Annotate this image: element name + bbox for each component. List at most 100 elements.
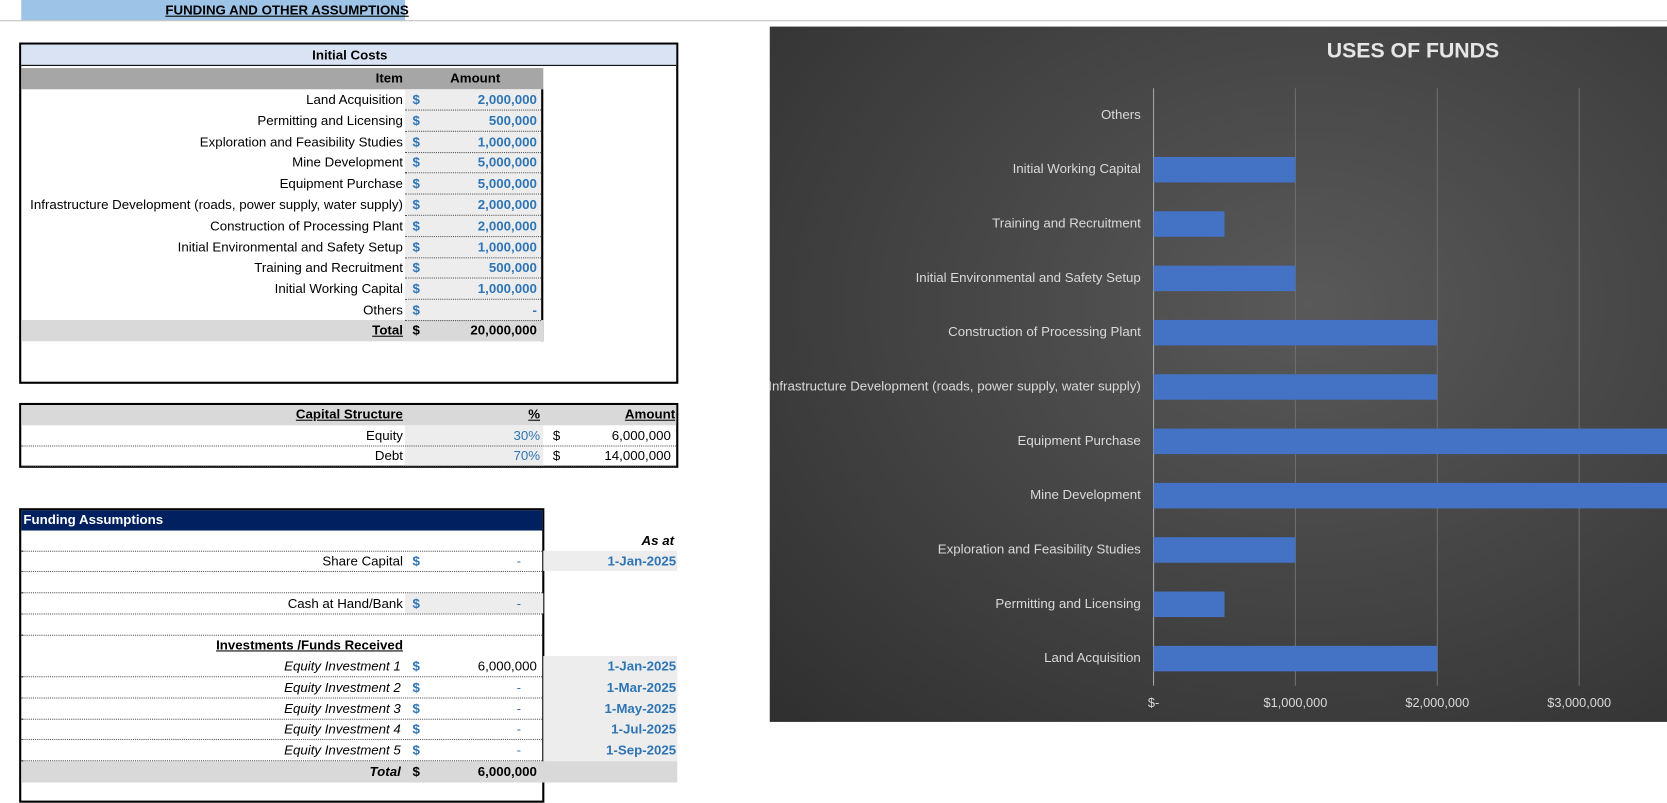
currency: $: [412, 764, 420, 780]
amount: -: [516, 701, 522, 716]
row-border: [405, 256, 542, 258]
item-label: Land Acquisition: [306, 92, 403, 108]
currency: $: [412, 743, 420, 758]
currency: $: [412, 92, 420, 108]
row-border: [405, 235, 542, 237]
bar: [1153, 374, 1438, 400]
row-label: Debt: [374, 448, 403, 464]
amount: -: [516, 553, 522, 569]
date: 1-Jan-2025: [607, 553, 677, 569]
row-label: Cash at Hand/Bank: [287, 596, 403, 612]
row-label: Equity Investment 4: [284, 722, 401, 737]
currency: $: [412, 155, 420, 171]
bar: [1153, 265, 1296, 292]
item-label: Training and Recruitment: [254, 260, 403, 276]
amount: 2,000,000: [477, 197, 537, 213]
item-label: Construction of Processing Plant: [210, 218, 403, 234]
currency: $: [412, 701, 420, 716]
bar: [1153, 428, 1667, 455]
currency: $: [552, 448, 561, 464]
header-cell: [21, 0, 406, 21]
amount: -: [516, 722, 522, 737]
row-border: [21, 465, 677, 467]
currency: $: [412, 658, 420, 674]
column-header: Capital Structure: [295, 406, 403, 422]
row-border: [405, 320, 542, 322]
y-tick-label: Exploration and Feasibility Studies: [938, 541, 1141, 556]
total-row: [21, 320, 544, 342]
row-border: [21, 592, 543, 594]
date: 1-Jul-2025: [611, 722, 677, 737]
initial-costs-box: [19, 42, 679, 384]
row-border: [405, 130, 542, 132]
percent: 30%: [513, 428, 541, 444]
amount: 14,000,000: [604, 448, 671, 464]
total-row: [21, 761, 678, 783]
row-label: Equity Investment 5: [284, 743, 401, 758]
bar: [1153, 645, 1438, 672]
row-border: [21, 445, 677, 447]
y-tick-label: Initial Working Capital: [1013, 161, 1141, 176]
amount: 500,000: [488, 260, 537, 276]
total-amount: 6,000,000: [477, 764, 537, 780]
row-border: [405, 109, 542, 111]
y-tick-label: Permitting and Licensing: [995, 596, 1140, 611]
title-bar: [21, 44, 677, 66]
row-border: [21, 739, 543, 741]
row-border: [405, 298, 542, 301]
item-label: Mine Development: [292, 155, 403, 171]
bar: [1153, 211, 1225, 237]
row-border: [21, 676, 543, 678]
column-header: Amount: [450, 70, 501, 86]
column-header: Item: [375, 70, 403, 86]
currency: $: [412, 679, 420, 695]
date: 1-Jan-2025: [607, 658, 677, 674]
row-label: Equity Investment 1: [284, 658, 401, 674]
date: 1-Mar-2025: [606, 679, 677, 695]
item-label: Infrastructure Development (roads, power…: [30, 197, 403, 213]
chart-title: USES OF FUNDS: [1327, 39, 1499, 63]
column-header: Amount: [624, 406, 676, 422]
amount-cell: [405, 593, 544, 614]
y-tick-label: Initial Environmental and Safety Setup: [916, 270, 1141, 285]
y-tick-label: Construction of Processing Plant: [948, 324, 1141, 339]
bar: [1153, 319, 1438, 346]
amount: 1,000,000: [477, 239, 537, 255]
column-header: As at: [641, 533, 675, 549]
row-label: Share Capital: [322, 553, 403, 569]
amount: -: [516, 679, 522, 695]
bar: [1153, 482, 1667, 509]
date: 1-Sep-2025: [606, 743, 677, 758]
amount: 6,000,000: [477, 658, 537, 674]
amount: 6,000,000: [611, 428, 671, 444]
row-border: [405, 172, 542, 174]
x-tick-label: $-: [1148, 695, 1159, 710]
row-border: [21, 634, 543, 636]
currency: $: [412, 239, 420, 255]
x-tick-label: $2,000,000: [1405, 695, 1469, 710]
total-label: Total: [372, 322, 403, 338]
row-border: [21, 760, 543, 762]
amount: 5,000,000: [477, 176, 537, 192]
section-title: Funding Assumptions: [23, 512, 164, 528]
table-title: Initial Costs: [312, 47, 388, 63]
total-label: Total: [369, 764, 401, 780]
y-tick-label: Mine Development: [1030, 487, 1141, 502]
amount: 5,000,000: [477, 155, 537, 171]
item-label: Others: [363, 302, 403, 318]
amount: 500,000: [488, 113, 537, 129]
row-border: [405, 151, 542, 153]
amount: -: [532, 302, 537, 318]
chart: USES OF FUNDS $- $1,000,000 $2,000,000 $3,0…: [770, 39, 1667, 710]
date: 1-May-2025: [604, 701, 677, 716]
amount: 2,000,000: [477, 218, 537, 234]
y-tick-label: Equipment Purchase: [1018, 433, 1141, 448]
item-label: Exploration and Feasibility Studies: [199, 134, 403, 150]
y-tick-label: Others: [1101, 107, 1141, 122]
row-border: [405, 193, 542, 195]
row-border: [405, 214, 542, 216]
currency: $: [412, 722, 420, 737]
y-tick-label: Training and Recruitment: [992, 216, 1141, 231]
item-label: Permitting and Licensing: [257, 113, 403, 129]
